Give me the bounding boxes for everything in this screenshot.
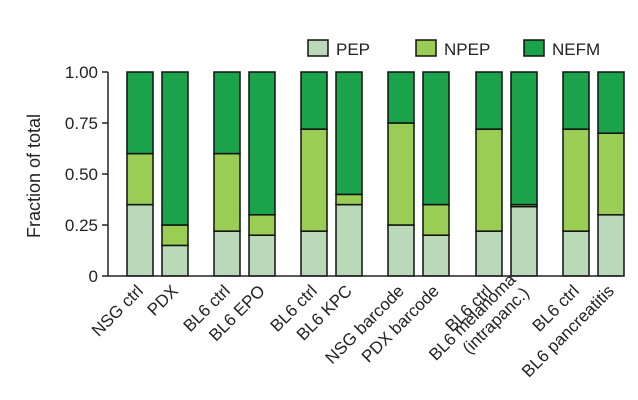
- bar-segment-pep: [300, 230, 328, 277]
- bar-segment-nefm: [510, 71, 538, 206]
- bar-segment-npep: [475, 128, 503, 232]
- bars-area: [126, 71, 625, 277]
- chart-legend: PEP NPEP NEFM: [307, 39, 600, 59]
- bar-segment-npep: [213, 152, 241, 232]
- bar-segment-pep: [475, 230, 503, 277]
- bar-segment-pep: [387, 224, 415, 277]
- legend-swatch-nefm: [523, 39, 545, 57]
- y-tick-label: 1.00: [65, 63, 98, 82]
- y-tick-label: 0.50: [65, 165, 98, 184]
- bar-segment-npep: [387, 122, 415, 226]
- x-tick-label: PDX: [144, 281, 182, 319]
- bar-segment-nefm: [387, 71, 415, 124]
- bar-segment-nefm: [475, 71, 503, 130]
- y-axis: 0 0.25 0.50 0.75 1.00: [65, 63, 109, 286]
- y-axis-label: Fraction of total: [24, 114, 44, 238]
- legend-swatch-pep: [307, 39, 329, 57]
- y-tick-label: 0.25: [65, 216, 98, 235]
- bar-segment-pep: [248, 234, 276, 277]
- bar-segment-nefm: [213, 71, 241, 155]
- bar-segment-nefm: [597, 71, 625, 134]
- bar-segment-nefm: [161, 71, 189, 226]
- bar-segment-npep: [562, 128, 590, 232]
- bar-segment-pep: [422, 234, 450, 277]
- bar-segment-nefm: [248, 71, 276, 216]
- bar-segment-npep: [126, 152, 154, 206]
- x-tick-label: NSG ctrl: [88, 281, 147, 340]
- bar-segment-nefm: [422, 71, 450, 206]
- y-tick-label: 0: [89, 267, 98, 286]
- y-tick-label: 0.75: [65, 114, 98, 133]
- legend-label-nefm: NEFM: [552, 40, 600, 59]
- bar-segment-pep: [562, 230, 590, 277]
- legend-swatch-npep: [415, 39, 437, 57]
- legend-label-npep: NPEP: [444, 40, 490, 59]
- bar-segment-pep: [597, 214, 625, 277]
- bar-segment-nefm: [300, 71, 328, 130]
- bar-segment-nefm: [126, 71, 154, 155]
- legend-label-pep: PEP: [336, 40, 370, 59]
- bar-segment-npep: [597, 132, 625, 216]
- bar-segment-npep: [335, 193, 363, 206]
- bar-segment-pep: [126, 203, 154, 277]
- bar-segment-nefm: [335, 71, 363, 196]
- bar-segment-pep: [213, 230, 241, 277]
- bar-segment-pep: [510, 205, 538, 277]
- bar-segment-nefm: [562, 71, 590, 130]
- bar-segment-npep: [161, 224, 189, 247]
- bar-segment-npep: [248, 214, 276, 236]
- bar-segment-pep: [335, 203, 363, 277]
- bar-segment-npep: [300, 128, 328, 232]
- bar-segment-pep: [161, 244, 189, 277]
- bar-segment-npep: [422, 203, 450, 236]
